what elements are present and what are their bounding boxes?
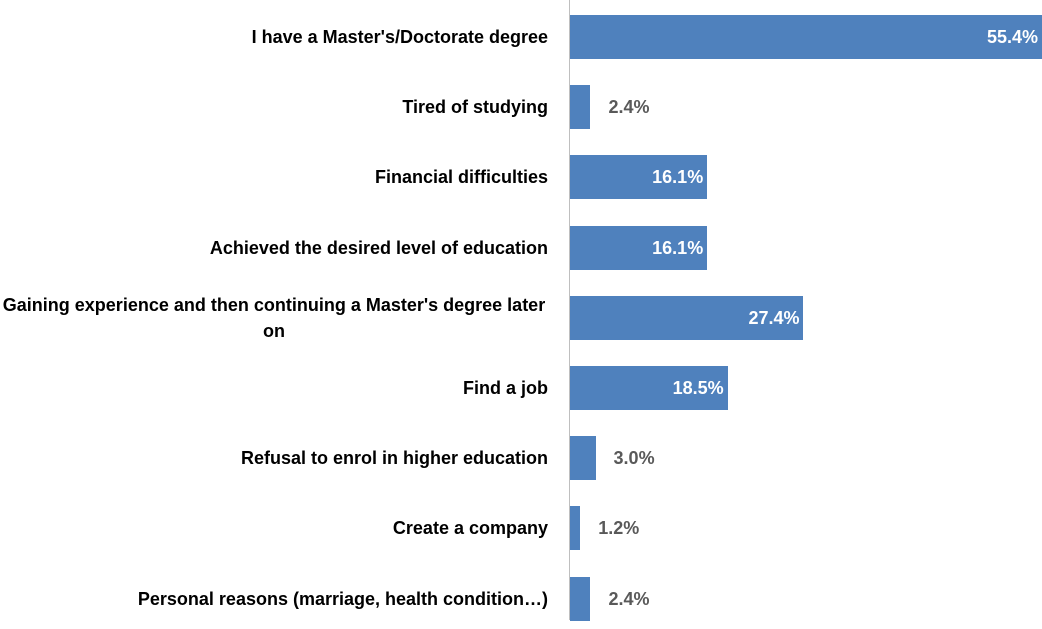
bar [570,295,804,340]
value-label: 27.4% [748,307,800,328]
value-label: 16.1% [652,237,704,258]
value-label: 3.0% [613,448,655,469]
value-label: 2.4% [608,97,650,118]
category-text: Personal reasons (marriage, health condi… [137,588,548,609]
bar [570,85,591,130]
bar [570,225,708,270]
category-text: Find a job [463,378,548,398]
category-label: Find a job [0,358,548,418]
category-label: Achieved the desired level of education [0,218,548,278]
bar [570,15,1042,59]
category-text: Create a company [392,518,548,539]
category-label: Tired of studying [0,77,548,137]
category-label: I have a Master's/Doctorate degree [0,7,548,67]
bar [570,576,591,621]
category-text: Financial difficulties [374,167,548,188]
value-label: 55.4% [987,27,1039,47]
category-text: Achieved the desired level of education [209,237,548,258]
category-label: Financial difficulties [0,147,548,207]
bar [570,155,708,200]
value-label: 18.5% [672,378,724,398]
value-label: 16.1% [652,167,704,188]
value-label: 2.4% [608,588,650,609]
category-label: Gaining experience and then continuing a… [0,288,548,348]
category-text: Gaining experience and then continuing a… [2,294,546,341]
bar [570,436,596,481]
value-label: 1.2% [598,518,640,539]
category-text: I have a Master's/Doctorate degree [251,27,548,47]
bar [570,366,728,410]
category-label: Create a company [0,498,548,558]
category-text: Refusal to enrol in higher education [240,448,548,469]
category-label: Refusal to enrol in higher education [0,428,548,488]
category-label: Personal reasons (marriage, health condi… [0,569,548,629]
category-text: Tired of studying [402,97,548,118]
bar [570,506,581,551]
axis-line [569,0,570,620]
